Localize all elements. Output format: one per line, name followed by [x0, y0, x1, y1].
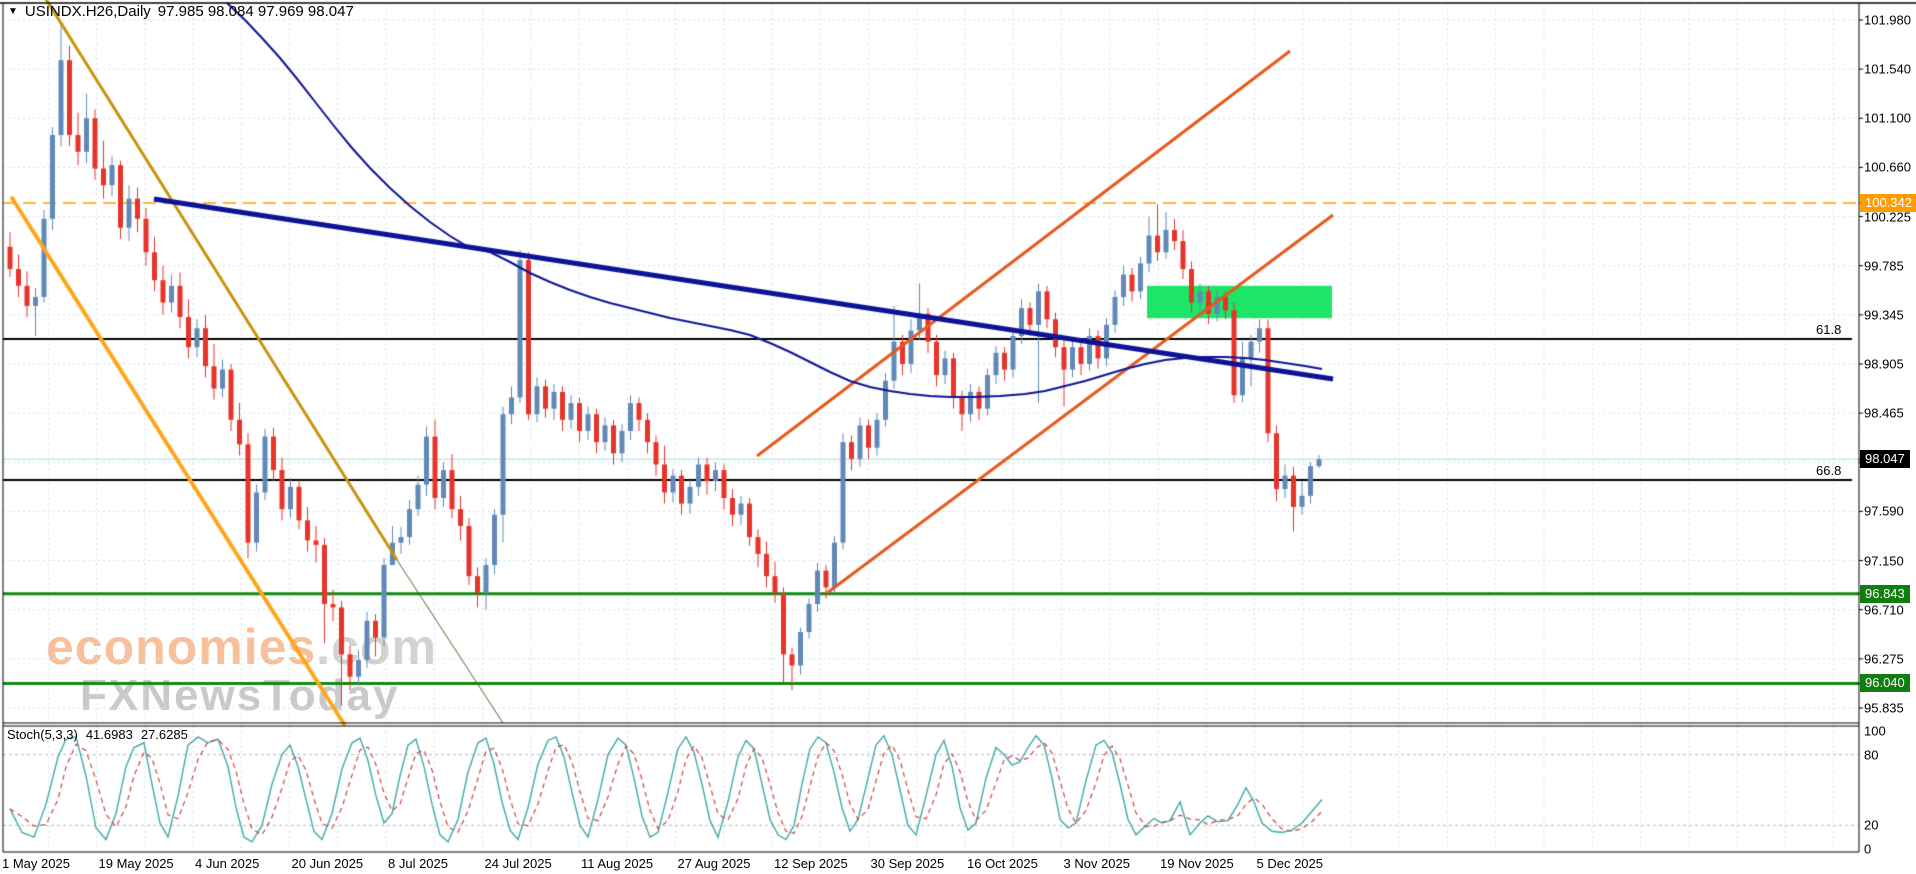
stoch-scale-20: 20: [1864, 817, 1879, 833]
time-axis-label: 12 Sep 2025: [774, 856, 848, 871]
price-axis-label: 97.150: [1864, 553, 1904, 569]
price-axis-label: 98.905: [1864, 356, 1904, 372]
price-axis-label: 101.100: [1864, 110, 1911, 126]
time-axis-label: 20 Jun 2025: [291, 856, 364, 871]
fibo-label-66.8: 66.8: [1816, 463, 1842, 478]
stoch-name: Stoch(5,3,3): [7, 727, 78, 742]
stoch-scale-80: 80: [1864, 747, 1879, 763]
price-axis-label: 99.785: [1864, 258, 1904, 274]
time-axis-label: 19 May 2025: [98, 856, 174, 871]
fibo-label-61.8: 61.8: [1816, 321, 1842, 337]
price-axis-label: 98.465: [1864, 405, 1904, 421]
time-axis-label: 4 Jun 2025: [195, 856, 260, 871]
time-axis-label: 24 Jul 2025: [484, 856, 552, 871]
time-axis-label: 11 Aug 2025: [581, 856, 654, 871]
price-badge-96.040: 96.040: [1860, 674, 1910, 693]
time-axis-label: 16 Oct 2025: [967, 856, 1038, 871]
price-axis-label: 100.225: [1864, 209, 1911, 225]
price-axis-label: 100.660: [1864, 159, 1911, 175]
price-axis-label: 101.540: [1864, 61, 1911, 77]
stoch-d-value: 27.6285: [140, 727, 188, 742]
time-axis-label: 5 Dec 2025: [1256, 856, 1324, 871]
price-badge-98.047: 98.047: [1860, 450, 1910, 469]
stoch-label: Stoch(5,3,3) 41.6983 27.6285: [7, 727, 188, 742]
time-axis-label: 1 May 2025: [2, 856, 70, 871]
price-badge-96.843: 96.843: [1860, 584, 1910, 603]
stoch-scale-0: 0: [1864, 841, 1872, 857]
chart-title: ▼ USINDX.H26,Daily 97.985 98.084 97.969 …: [8, 3, 354, 20]
price-axis-label: 96.275: [1864, 651, 1904, 667]
time-axis-label: 30 Sep 2025: [870, 856, 945, 871]
time-axis-label: 8 Jul 2025: [388, 856, 448, 871]
stoch-k-value: 41.6983: [85, 727, 133, 742]
stoch-scale-100: 100: [1864, 723, 1886, 739]
time-axis-label: 19 Nov 2025: [1160, 856, 1234, 871]
symbol-period-label: USINDX.H26,Daily: [24, 3, 151, 20]
time-axis-label: 3 Nov 2025: [1063, 856, 1131, 871]
symbol-dropdown-icon[interactable]: ▼: [8, 6, 18, 17]
price-badge-100.342: 100.342: [1860, 193, 1916, 212]
ohlc-quote: 97.985 98.084 97.969 98.047: [157, 3, 354, 20]
time-axis-label: 27 Aug 2025: [677, 856, 751, 871]
price-axis-label: 101.980: [1864, 12, 1911, 28]
price-axis-label: 95.835: [1864, 700, 1904, 716]
price-axis-label: 97.590: [1864, 503, 1904, 519]
price-axis-label: 99.345: [1864, 307, 1904, 323]
price-axis-label: 96.710: [1864, 602, 1904, 618]
